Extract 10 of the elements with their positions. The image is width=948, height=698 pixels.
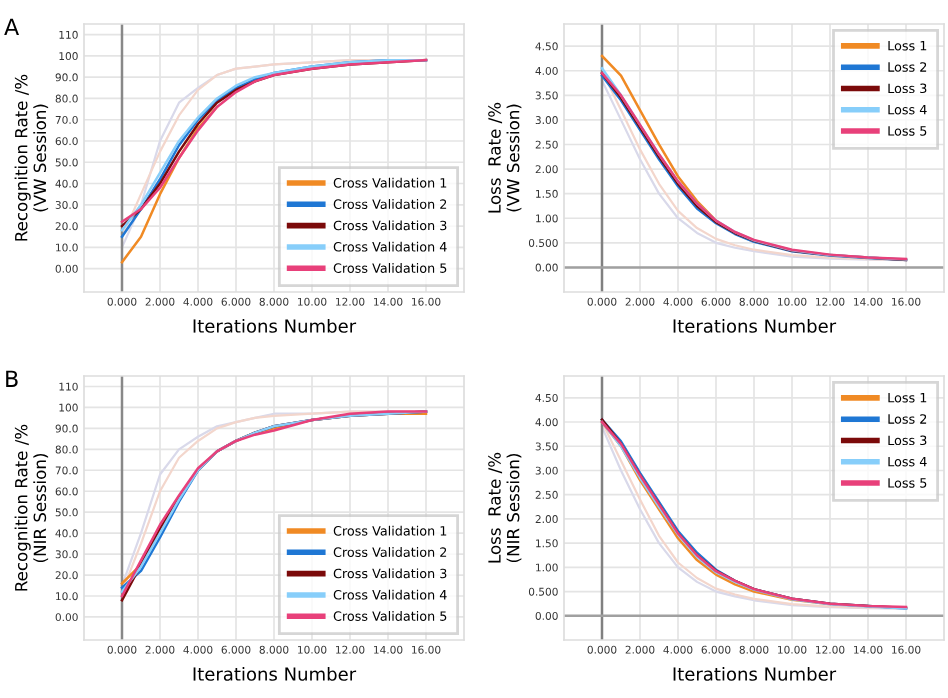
x-axis-title: Iterations Number xyxy=(193,666,357,681)
text: B xyxy=(6,370,18,387)
y-axis-title: Loss Rate /% (NIR Session) xyxy=(488,452,522,563)
y-axis-title: Recognition Rate /% (VW Session) xyxy=(14,74,49,241)
x-axis-title: Iterations Number xyxy=(673,318,837,333)
x-axis-title: Iterations Number xyxy=(673,666,837,681)
text: A xyxy=(4,18,20,35)
x-axis-title: Iterations Number xyxy=(193,318,357,333)
y-axis-title: Recognition Rate /% (NIR Session) xyxy=(14,424,49,591)
y-axis-title: Loss Rate /% (VW Session) xyxy=(488,102,522,213)
